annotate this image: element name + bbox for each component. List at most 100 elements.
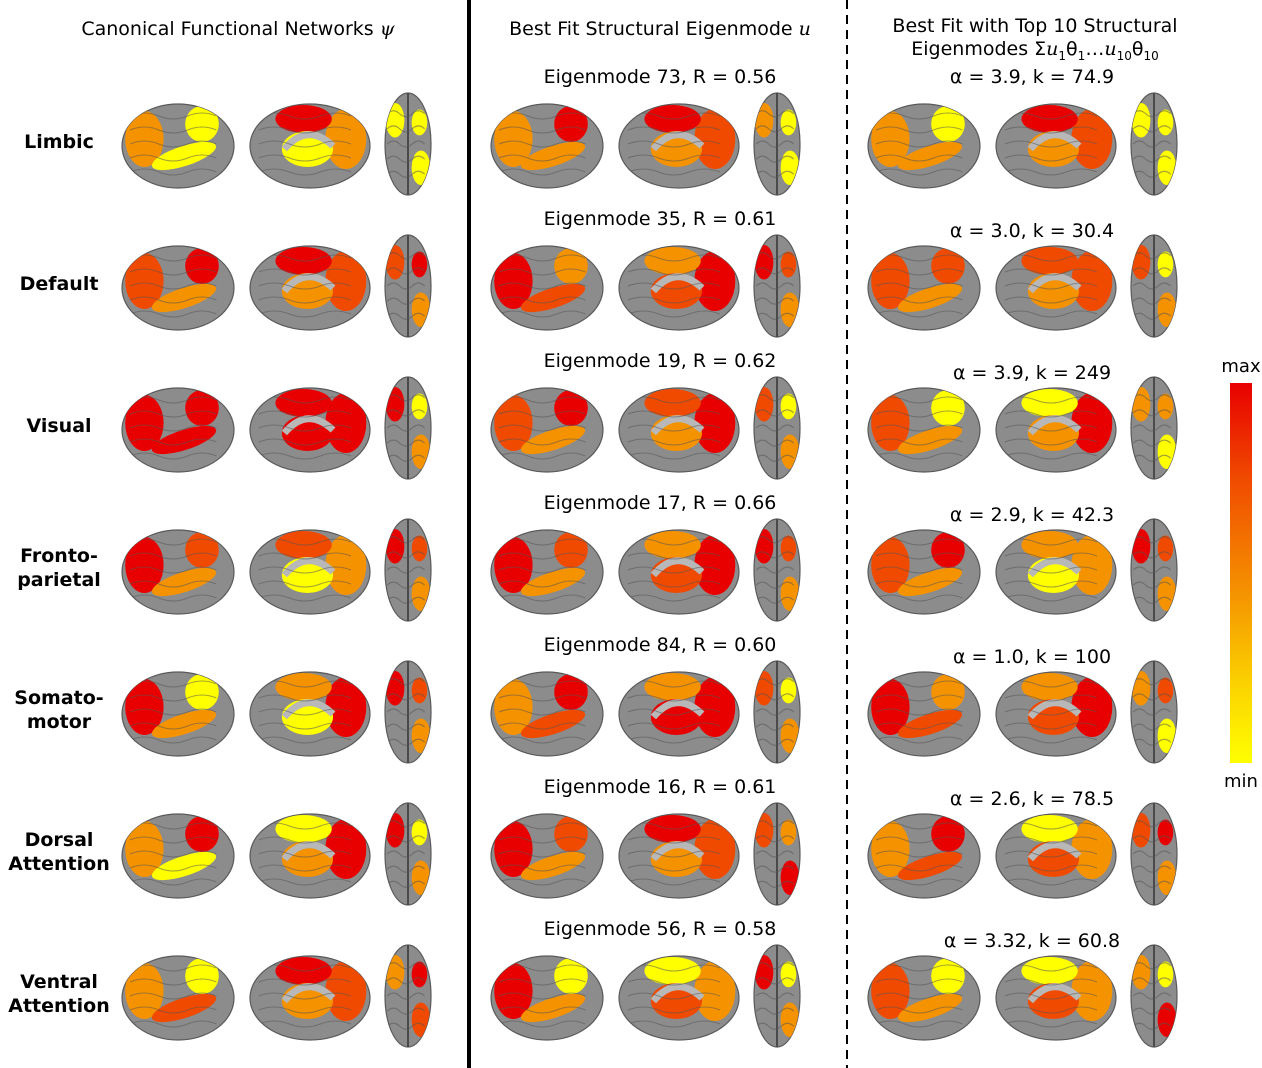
activation-patch [1131, 812, 1151, 848]
activation-patch [754, 670, 774, 706]
sulcus-line [875, 722, 963, 730]
corpus-callosum [281, 273, 336, 294]
sulcus-line [1132, 708, 1172, 716]
sulcus-line [258, 992, 352, 1000]
fit-caption: α = 1.0, k = 100 [952, 646, 1112, 668]
sulcus-line [755, 297, 795, 305]
brain-lateral-view [490, 813, 604, 899]
corpus-callosum [650, 415, 705, 436]
brain-dorsal-view [1130, 376, 1178, 480]
sulcus-line [1004, 822, 1098, 830]
sulcus-line [875, 140, 963, 148]
brain-lateral-view [490, 955, 604, 1041]
row-label-line: Attention [8, 853, 110, 875]
brain-medial-view [249, 955, 371, 1041]
activation-patch [185, 532, 219, 568]
brain-lateral-view [121, 955, 235, 1041]
activation-patch [494, 679, 533, 735]
sulcus-line [627, 552, 721, 560]
sulcus-line [386, 581, 426, 589]
activation-patch [780, 292, 800, 328]
sulcus-line [627, 878, 721, 886]
sulcus-line [875, 964, 963, 972]
activation-patch [897, 851, 963, 881]
activation-patch [780, 860, 800, 896]
brain-medial-view [995, 671, 1117, 757]
sulcus-line [386, 850, 426, 858]
sulcus-line [755, 312, 795, 320]
sulcus-line [386, 439, 426, 447]
sulcus-line [1004, 282, 1098, 290]
sulcus-line [627, 424, 721, 432]
sulcus-line [386, 170, 426, 178]
sulcus-line [755, 977, 795, 985]
sulcus-line [627, 594, 721, 602]
brain-dorsal-view [753, 92, 801, 196]
activation-patch [931, 816, 965, 852]
sulcus-line [755, 850, 795, 858]
activation-patch [1157, 251, 1174, 278]
sulcus-line [498, 594, 586, 602]
sulcus-line [1004, 268, 1098, 276]
activation-patch [1071, 677, 1113, 737]
sulcus-line [755, 566, 795, 574]
sulcus-line [1132, 125, 1172, 133]
sulcus-line [498, 566, 586, 574]
sulcus-line [1004, 410, 1098, 418]
brain-lateral-view [867, 813, 981, 899]
sulcus-line [627, 708, 721, 716]
row-label-line: Limbic [24, 131, 94, 153]
sulcus-line [1004, 580, 1098, 588]
sulcus-line [1132, 282, 1172, 290]
activation-patch [554, 674, 588, 710]
activation-patch [185, 816, 219, 852]
sulcus-line [875, 594, 963, 602]
sulcus-line [129, 836, 217, 844]
brain-lateral-view [867, 245, 981, 331]
sulcus-line [875, 296, 963, 304]
sulcus-line [1004, 694, 1098, 702]
column-divider-solid [467, 0, 471, 1068]
activation-patch [1157, 150, 1177, 186]
sulcus-line [386, 678, 426, 686]
brain-dorsal-view [384, 802, 432, 906]
sulcus-line [258, 708, 352, 716]
sulcus-line [1004, 438, 1098, 446]
sulcus-line [755, 252, 795, 260]
sulcus-line [386, 738, 426, 746]
brain-dorsal-view [753, 944, 801, 1048]
colorbar [1230, 383, 1252, 763]
sulcus-line [258, 736, 352, 744]
sulcus-line [875, 680, 963, 688]
brain-medial-view [618, 245, 740, 331]
subscript: 1 [1058, 48, 1067, 63]
sulcus-line [386, 992, 426, 1000]
activation-patch [780, 251, 797, 278]
sulcus-line [1132, 424, 1172, 432]
activation-patch [554, 532, 588, 568]
fit-caption: α = 3.9, k = 249 [952, 362, 1112, 384]
sulcus-line [258, 154, 352, 162]
sulcus-line [386, 977, 426, 985]
sulcus-line [755, 723, 795, 731]
sulcus-line [1004, 864, 1098, 872]
activation-patch [897, 567, 963, 597]
colorbar-max-label: max [1221, 356, 1261, 377]
activation-patch [185, 674, 219, 710]
sulcus-line [627, 538, 721, 546]
sulcus-line [875, 1006, 963, 1014]
brain-dorsal-view [384, 660, 432, 764]
sulcus-line [129, 1006, 217, 1014]
row-label: Limbic [0, 130, 118, 154]
sulcus-line [875, 168, 963, 176]
activation-patch [325, 677, 367, 737]
brain-dorsal-view [753, 234, 801, 338]
activation-patch [520, 425, 586, 455]
activation-patch [411, 718, 431, 754]
activation-patch [931, 674, 965, 710]
activation-patch [411, 961, 428, 988]
eigenmode-caption: Eigenmode 35, R = 0.61 [543, 208, 777, 230]
brain-medial-view [249, 813, 371, 899]
activation-patch [780, 434, 800, 470]
sulcus-line [129, 722, 217, 730]
